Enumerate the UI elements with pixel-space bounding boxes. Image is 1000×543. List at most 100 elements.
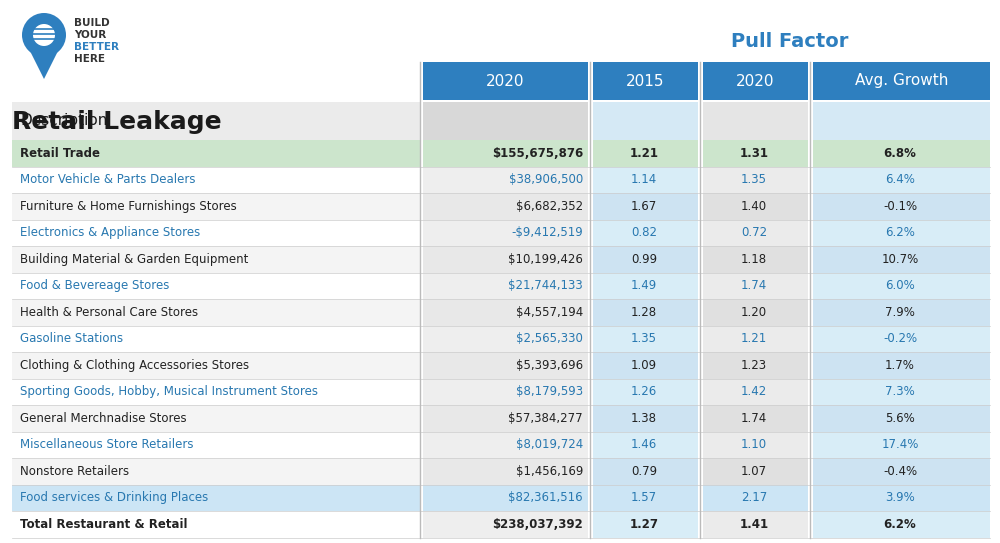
Text: 1.14: 1.14 <box>631 173 657 186</box>
Bar <box>813 246 990 273</box>
Text: 1.46: 1.46 <box>631 438 657 451</box>
Text: 10.7%: 10.7% <box>881 252 919 266</box>
Bar <box>703 432 808 458</box>
Bar <box>12 405 420 432</box>
Bar <box>593 62 698 100</box>
Bar <box>703 167 808 193</box>
Bar <box>703 193 808 219</box>
Text: Miscellaneous Store Retailers: Miscellaneous Store Retailers <box>20 438 194 451</box>
Text: 0.79: 0.79 <box>631 465 657 478</box>
Bar <box>703 273 808 299</box>
Text: 5.6%: 5.6% <box>885 412 915 425</box>
Text: $8,179,593: $8,179,593 <box>516 385 583 398</box>
Bar <box>593 273 698 299</box>
Text: 1.28: 1.28 <box>631 306 657 319</box>
Text: 1.09: 1.09 <box>631 359 657 372</box>
Text: Gasoline Stations: Gasoline Stations <box>20 332 123 345</box>
Bar <box>12 378 420 405</box>
Bar <box>593 405 698 432</box>
Bar <box>12 511 420 538</box>
Text: -0.1%: -0.1% <box>883 200 917 213</box>
Text: $6,682,352: $6,682,352 <box>516 200 583 213</box>
Bar <box>12 273 420 299</box>
Text: 1.38: 1.38 <box>631 412 657 425</box>
Bar <box>423 246 588 273</box>
Text: $57,384,277: $57,384,277 <box>508 412 583 425</box>
Bar <box>703 102 808 140</box>
Text: 6.8%: 6.8% <box>884 147 916 160</box>
Text: $238,037,392: $238,037,392 <box>492 517 583 531</box>
Bar <box>593 325 698 352</box>
Bar <box>703 405 808 432</box>
Bar <box>12 140 420 167</box>
Bar <box>703 325 808 352</box>
Text: $10,199,426: $10,199,426 <box>508 252 583 266</box>
Text: 2020: 2020 <box>736 73 775 89</box>
Bar <box>593 511 698 538</box>
Text: 2020: 2020 <box>486 73 525 89</box>
Bar <box>703 299 808 325</box>
Bar <box>593 299 698 325</box>
Bar <box>703 378 808 405</box>
Bar <box>593 432 698 458</box>
Text: 1.41: 1.41 <box>739 517 769 531</box>
Text: 1.18: 1.18 <box>741 252 767 266</box>
Text: Retail Leakage: Retail Leakage <box>12 110 222 134</box>
Bar <box>593 193 698 219</box>
Text: Retail Trade: Retail Trade <box>20 147 100 160</box>
Bar <box>703 219 808 246</box>
Bar <box>593 167 698 193</box>
Text: 3.9%: 3.9% <box>885 491 915 504</box>
Text: Total Restaurant & Retail: Total Restaurant & Retail <box>20 517 188 531</box>
Circle shape <box>22 13 66 57</box>
Text: Motor Vehicle & Parts Dealers: Motor Vehicle & Parts Dealers <box>20 173 196 186</box>
Bar <box>593 378 698 405</box>
Text: Food & Bevereage Stores: Food & Bevereage Stores <box>20 279 169 292</box>
Text: 17.4%: 17.4% <box>881 438 919 451</box>
Text: HERE: HERE <box>74 54 105 64</box>
Bar <box>703 62 808 100</box>
Text: 1.74: 1.74 <box>741 412 767 425</box>
Bar <box>423 511 588 538</box>
Bar <box>813 378 990 405</box>
Text: BETTER: BETTER <box>74 42 119 52</box>
Text: Electronics & Appliance Stores: Electronics & Appliance Stores <box>20 226 200 239</box>
Text: $1,456,169: $1,456,169 <box>516 465 583 478</box>
Bar <box>423 219 588 246</box>
Text: 1.74: 1.74 <box>741 279 767 292</box>
Text: $8,019,724: $8,019,724 <box>516 438 583 451</box>
Text: 1.35: 1.35 <box>631 332 657 345</box>
Text: 6.2%: 6.2% <box>885 226 915 239</box>
Bar <box>423 62 588 100</box>
Bar <box>423 432 588 458</box>
Text: $4,557,194: $4,557,194 <box>516 306 583 319</box>
Bar <box>813 140 990 167</box>
Bar <box>12 352 420 378</box>
Bar <box>813 458 990 484</box>
Bar <box>423 325 588 352</box>
Bar <box>423 352 588 378</box>
Bar <box>12 458 420 484</box>
Bar <box>423 273 588 299</box>
Bar <box>813 325 990 352</box>
Text: $38,906,500: $38,906,500 <box>509 173 583 186</box>
Text: 1.21: 1.21 <box>630 147 658 160</box>
Text: 1.26: 1.26 <box>631 385 657 398</box>
Bar <box>12 102 420 140</box>
Text: Food services & Drinking Places: Food services & Drinking Places <box>20 491 208 504</box>
Bar <box>703 511 808 538</box>
Bar <box>703 458 808 484</box>
Text: -0.4%: -0.4% <box>883 465 917 478</box>
Bar <box>423 140 588 167</box>
Bar <box>703 246 808 273</box>
Text: Furniture & Home Furnishings Stores: Furniture & Home Furnishings Stores <box>20 200 237 213</box>
Bar <box>813 432 990 458</box>
Text: 1.23: 1.23 <box>741 359 767 372</box>
Text: 1.49: 1.49 <box>631 279 657 292</box>
Text: 0.99: 0.99 <box>631 252 657 266</box>
Text: 1.42: 1.42 <box>741 385 767 398</box>
Text: 2015: 2015 <box>626 73 665 89</box>
Bar <box>423 484 588 511</box>
Text: 1.20: 1.20 <box>741 306 767 319</box>
Text: General Merchnadise Stores: General Merchnadise Stores <box>20 412 187 425</box>
